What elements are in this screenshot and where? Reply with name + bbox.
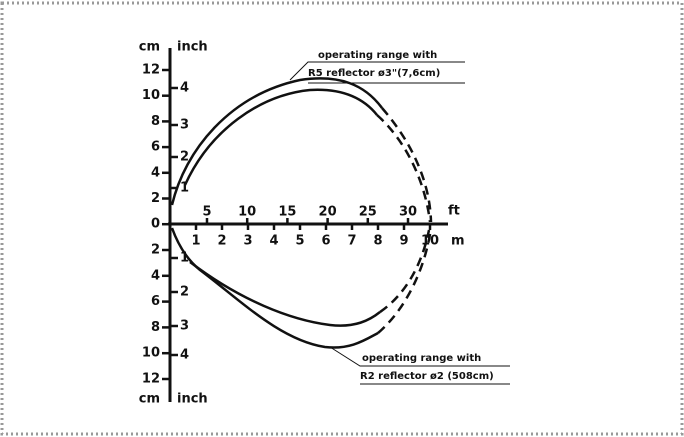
tick-label: 10 (142, 346, 160, 361)
tick-label: 9 (399, 234, 408, 249)
r5-inner-curve (183, 88, 378, 186)
tick-label: 2 (180, 285, 189, 300)
tick-label: 2 (151, 243, 160, 258)
unit-label: m (451, 234, 465, 249)
annotation: R5 reflector ø3"(7,6cm) (308, 68, 440, 79)
tick-label: 3 (180, 118, 189, 133)
leader-line (289, 61, 465, 81)
r5-outer-curve (170, 77, 384, 206)
tick-label: 1 (180, 181, 189, 196)
tick-label: 10 (238, 205, 256, 220)
r5-outer-dashed (381, 107, 433, 223)
tick-label: 5 (295, 234, 304, 249)
tick-label: 15 (278, 205, 296, 220)
tick-label: 4 (151, 165, 160, 180)
tick-label: 20 (319, 205, 337, 220)
tick-label: 2 (180, 150, 189, 165)
annotation: operating range with (318, 50, 437, 61)
tick-label: 8 (151, 320, 160, 335)
tick-label: 10 (421, 234, 439, 249)
tick-label: 1 (180, 251, 189, 266)
leader-line (329, 346, 510, 367)
tick-label: 4 (269, 234, 278, 249)
r2-outer-curve (170, 227, 379, 349)
tick-label: 0 (151, 217, 160, 232)
tick-label: 10 (142, 88, 160, 103)
tick-label: 2 (217, 234, 226, 249)
tick-label: 12 (142, 63, 160, 78)
tick-label: 6 (321, 234, 330, 249)
r2-outer-dashed (377, 227, 433, 334)
tick-label: 6 (151, 294, 160, 309)
tick-label: 4 (151, 268, 160, 283)
r5-inner-dashed (376, 114, 432, 223)
annotation: R2 reflector ø2 (508cm) (360, 371, 494, 382)
tick-label: 6 (151, 140, 160, 155)
tick-label: 8 (151, 114, 160, 129)
unit-label: cm (139, 40, 160, 55)
tick-label: 3 (243, 234, 252, 249)
tick-label: 30 (399, 205, 417, 220)
tick-label: 2 (151, 191, 160, 206)
annotation: operating range with (362, 353, 481, 364)
unit-label: cm (139, 392, 160, 407)
tick-label: 25 (359, 205, 377, 220)
tick-label: 8 (373, 234, 382, 249)
tick-label: 5 (202, 205, 211, 220)
tick-label: 4 (180, 348, 189, 363)
tick-label: 7 (347, 234, 356, 249)
tick-label: 12 (142, 372, 160, 387)
tick-label: 1 (191, 234, 200, 249)
unit-label: inch (177, 392, 208, 407)
r2-inner-curve (189, 261, 381, 327)
unit-label: inch (177, 40, 208, 55)
unit-label: ft (448, 204, 460, 219)
r2-inner-dashed (379, 229, 431, 314)
tick-label: 3 (180, 319, 189, 334)
tick-label: 4 (180, 81, 189, 96)
